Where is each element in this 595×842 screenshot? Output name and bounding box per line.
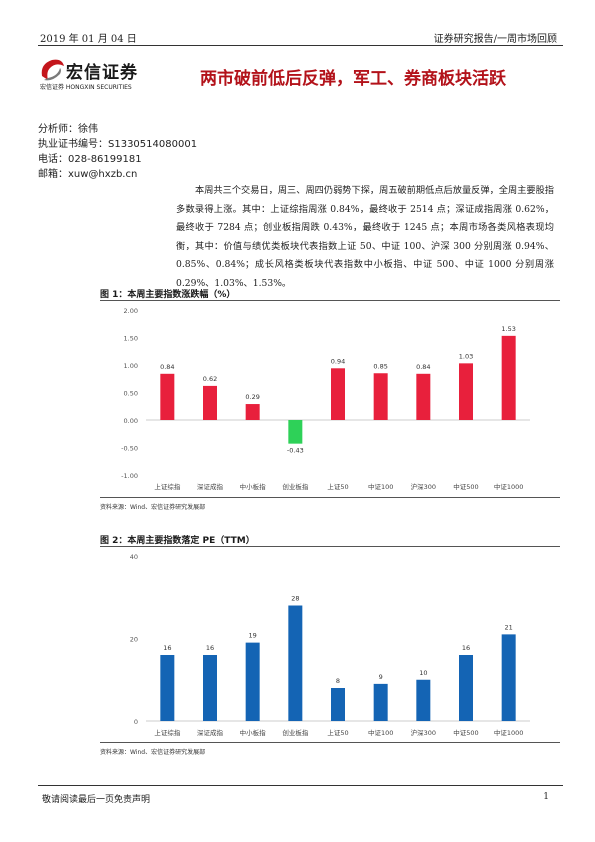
logo-mark-icon	[41, 59, 64, 81]
bar-value-label: 0.62	[203, 375, 217, 383]
bar-value-label: 8	[336, 677, 340, 685]
y-tick-label: 2.00	[124, 307, 138, 315]
bar	[331, 368, 345, 420]
y-tick-label: 0.00	[124, 417, 138, 425]
x-tick-label: 中证100	[368, 482, 393, 491]
bar-value-label: 0.84	[160, 363, 174, 371]
x-tick-label: 中证1000	[494, 482, 524, 491]
report-type: 证券研究报告/一周市场回顾	[433, 34, 557, 45]
y-tick-label: 0.50	[124, 390, 138, 398]
y-tick-label: 40	[130, 553, 138, 561]
y-tick-label: 20	[130, 636, 138, 644]
analyst-cert: 执业证书编号：S1330514080001	[38, 139, 198, 150]
bar-value-label: 9	[379, 673, 383, 681]
bar-value-label: 21	[505, 623, 513, 631]
x-tick-label: 深证成指	[197, 728, 224, 737]
y-tick-label: -1.00	[121, 472, 138, 480]
x-tick-label: 沪深300	[411, 482, 436, 491]
y-tick-label: 1.50	[124, 335, 138, 343]
analyst-name: 分析师：徐伟	[38, 124, 98, 135]
x-tick-label: 中证1000	[494, 728, 524, 737]
summary-text: 本周共三个交易日，周三、周四仍弱势下探，周五破前期低点后放量反弹，全周主要股指多…	[176, 182, 554, 293]
analyst-email: 邮箱：xuw@hxzb.cn	[38, 169, 138, 180]
summary-paragraph: 本周共三个交易日，周三、周四仍弱势下探，周五破前期低点后放量反弹，全周主要股指多…	[176, 185, 554, 289]
bar-value-label: 0.94	[331, 357, 345, 365]
x-tick-label: 沪深300	[411, 728, 436, 737]
x-tick-label: 中小板指	[240, 728, 267, 737]
figure-2-title: 图 2：本周主要指数落定 PE（TTM）	[100, 536, 255, 546]
bar	[245, 642, 260, 721]
bar	[203, 655, 217, 721]
bar-value-label: -0.43	[287, 447, 304, 455]
footer-disclaimer: 敬请阅读最后一页免责声明	[42, 795, 151, 805]
y-tick-label: 0	[134, 718, 138, 726]
footer-divider	[38, 785, 563, 786]
bar-value-label: 0.29	[245, 393, 259, 401]
x-tick-label: 创业板指	[282, 482, 309, 491]
index-change-chart: 2.00 1.50 1.00 0.50 0.00 -0.50 -1.00 0.84 上证综指 0.…	[121, 307, 530, 491]
x-tick-label: 中证500	[453, 728, 478, 737]
bar	[373, 683, 388, 721]
bar-value-label: 19	[249, 632, 257, 640]
x-tick-label: 创业板指	[282, 728, 309, 737]
bar-value-label: 0.85	[373, 362, 387, 370]
figure-1-title: 图 1：本周主要指数涨跌幅（%）	[100, 290, 236, 300]
bar-value-label: 16	[163, 644, 171, 652]
bar-value-label: 28	[291, 595, 299, 603]
bar	[373, 373, 388, 420]
bar	[416, 373, 431, 420]
figure-2-source: 资料来源：Wind、宏信证券研究发展部	[100, 749, 206, 756]
bar	[416, 679, 431, 721]
bar	[245, 404, 260, 420]
figure-1-top-rule	[100, 300, 560, 301]
x-tick-label: 中证500	[453, 482, 478, 491]
bar-value-label: 16	[206, 644, 214, 652]
bar	[203, 385, 217, 420]
figure-1-bottom-rule	[100, 497, 560, 498]
bar-value-label: 1.03	[459, 352, 473, 360]
bar-value-label: 10	[419, 669, 427, 677]
report-date: 2019 年 01 月 04 日	[40, 34, 137, 45]
bar	[501, 634, 516, 721]
y-tick-label: 1.00	[124, 362, 138, 370]
analyst-phone: 电话：028-86199181	[38, 154, 142, 165]
bar	[331, 688, 345, 721]
bar	[160, 373, 175, 420]
bar	[459, 655, 473, 721]
bar-value-label: 0.84	[416, 363, 430, 371]
bar	[501, 335, 516, 420]
header-divider	[38, 45, 563, 46]
logo-brand-cn: 宏信证券	[66, 63, 138, 83]
bar	[160, 655, 175, 721]
x-tick-label: 深证成指	[197, 482, 224, 491]
figure-1-source: 资料来源：Wind、宏信证券研究发展部	[100, 504, 206, 511]
company-logo: 宏信证券 宏信证券 HONGXIN SECURITIES	[38, 54, 158, 94]
bar	[459, 363, 473, 420]
figure-2-bottom-rule	[100, 742, 560, 743]
x-tick-label: 上证综指	[154, 482, 181, 491]
x-tick-label: 上证综指	[154, 728, 181, 737]
bar-value-label: 1.53	[501, 325, 515, 333]
bar	[288, 420, 303, 444]
bar-value-label: 16	[462, 644, 470, 652]
x-tick-label: 上证50	[327, 482, 348, 491]
logo-brand-sub: 宏信证券 HONGXIN SECURITIES	[40, 84, 132, 91]
x-tick-label: 上证50	[327, 728, 348, 737]
x-tick-label: 中证100	[368, 728, 393, 737]
report-title: 两市破前低后反弹，军工、券商板块活跃	[200, 69, 506, 89]
y-tick-label: -0.50	[121, 445, 138, 453]
figure-2-top-rule	[100, 546, 560, 547]
index-pe-chart: 40 20 0 16 上证综指 16 深证成指 19 中小板指 28 创业板指 8 上证50 9 中证100…	[130, 553, 530, 737]
bar	[288, 605, 303, 721]
page-number: 1	[543, 792, 549, 802]
x-tick-label: 中小板指	[240, 482, 267, 491]
